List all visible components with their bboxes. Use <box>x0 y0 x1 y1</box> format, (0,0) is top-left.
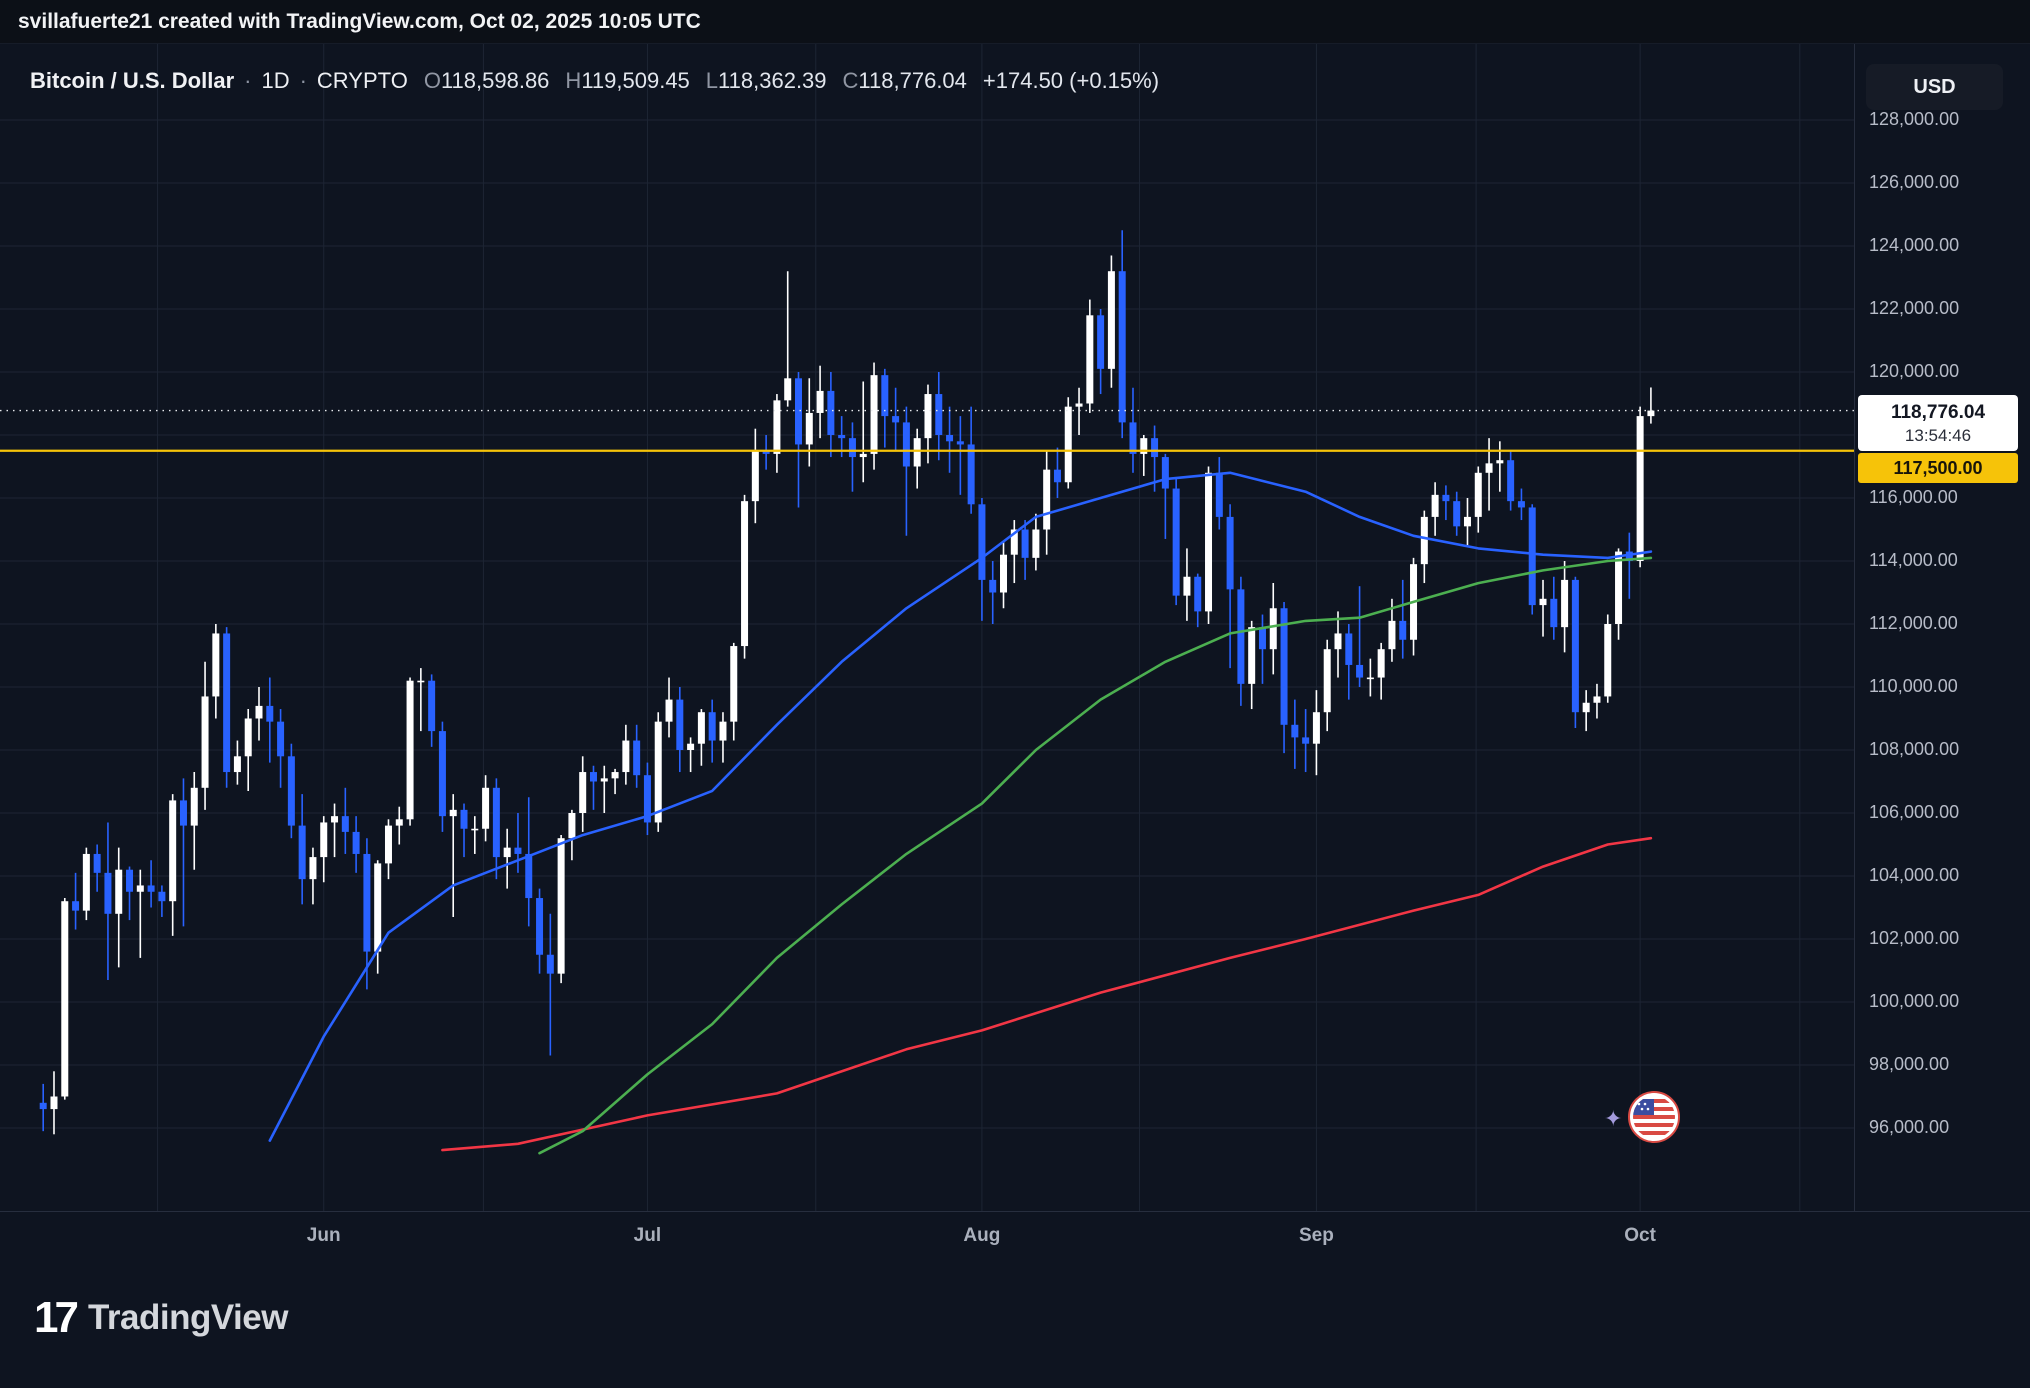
ma_fast-line[interactable] <box>268 471 1653 1142</box>
price-axis-label: 114,000.00 <box>1869 550 1958 570</box>
candles-layer <box>39 230 1655 1135</box>
time-axis-label: Jun <box>306 1225 341 1246</box>
price-axis-label: 112,000.00 <box>1869 613 1958 633</box>
price-axis-label: 104,000.00 <box>1869 865 1960 885</box>
price-axis-label: 108,000.00 <box>1869 739 1960 759</box>
time-axis-label: Oct <box>1624 1225 1656 1246</box>
price-axis-label: 102,000.00 <box>1869 928 1960 948</box>
ohlc-close: C118,776.04 <box>842 68 967 93</box>
price-axis-label: 124,000.00 <box>1869 235 1960 255</box>
tradingview-logo[interactable]: 17 TradingView <box>34 1296 288 1340</box>
price-axis-label: 110,000.00 <box>1869 676 1958 696</box>
last-price-value: 118,776.04 <box>1890 402 1986 423</box>
attribution-text: svillafuerte21 created with TradingView.… <box>18 9 701 33</box>
interval-label[interactable]: 1D <box>261 68 290 93</box>
time-axis[interactable]: Jun Jul Aug Sep Oct <box>0 1212 2030 1262</box>
time-axis-label: Sep <box>1298 1225 1334 1246</box>
symbol-name[interactable]: Bitcoin / U.S. Dollar <box>30 68 235 93</box>
tradingview-logo-mark: 17 <box>34 1293 79 1342</box>
bar-countdown: 13:54:46 <box>1904 426 1972 445</box>
last-price-label: 118,776.04 13:54:46 <box>1858 395 2018 451</box>
grid-layer <box>0 44 2030 1212</box>
price-axis-label: 122,000.00 <box>1869 298 1960 318</box>
price-axis-label: 98,000.00 <box>1869 1054 1950 1074</box>
change-label: +174.50 (+0.15%) <box>982 68 1160 93</box>
ma_mid-line[interactable] <box>538 556 1653 1155</box>
price-axis-label: 100,000.00 <box>1869 991 1960 1011</box>
separator-dot: · <box>244 68 252 93</box>
ohlc-open: O118,598.86 <box>423 68 550 93</box>
price-axis-label: 126,000.00 <box>1869 172 1960 192</box>
symbol-header: Bitcoin / U.S. Dollar · 1D · CRYPTO O118… <box>30 68 1159 94</box>
horizontal-line-price-label[interactable]: 117,500.00 <box>1858 453 2018 483</box>
exchange-label: CRYPTO <box>316 68 408 93</box>
price-axis-label: 106,000.00 <box>1869 802 1960 822</box>
separator-dot: · <box>299 68 307 93</box>
price-axis-label: 96,000.00 <box>1869 1117 1950 1137</box>
us-flag-icon-graphic <box>1628 1091 1680 1143</box>
ma_slow-line[interactable] <box>441 836 1653 1152</box>
us-flag-event-icon[interactable] <box>1628 1091 1680 1143</box>
ohlc-low: L118,362.39 <box>705 68 827 93</box>
sparkle-icon: ✦ <box>1604 1106 1623 1131</box>
price-axis-label: 128,000.00 <box>1869 109 1960 129</box>
ohlc-high: H119,509.45 <box>565 68 690 93</box>
time-axis-label: Aug <box>963 1225 1001 1246</box>
price-axis-label: 116,000.00 <box>1869 487 1958 507</box>
price-axis[interactable]: USD 128,000.00 126,000.00 124,000.00 122,00… <box>1854 44 2030 1211</box>
tradingview-logo-text: TradingView <box>87 1298 289 1337</box>
attribution-bar: svillafuerte21 created with TradingView.… <box>0 0 2030 44</box>
price-axis-label: 120,000.00 <box>1869 361 1960 381</box>
currency-toggle-button[interactable]: USD <box>1866 64 2003 110</box>
time-axis-label: Jul <box>633 1225 662 1246</box>
